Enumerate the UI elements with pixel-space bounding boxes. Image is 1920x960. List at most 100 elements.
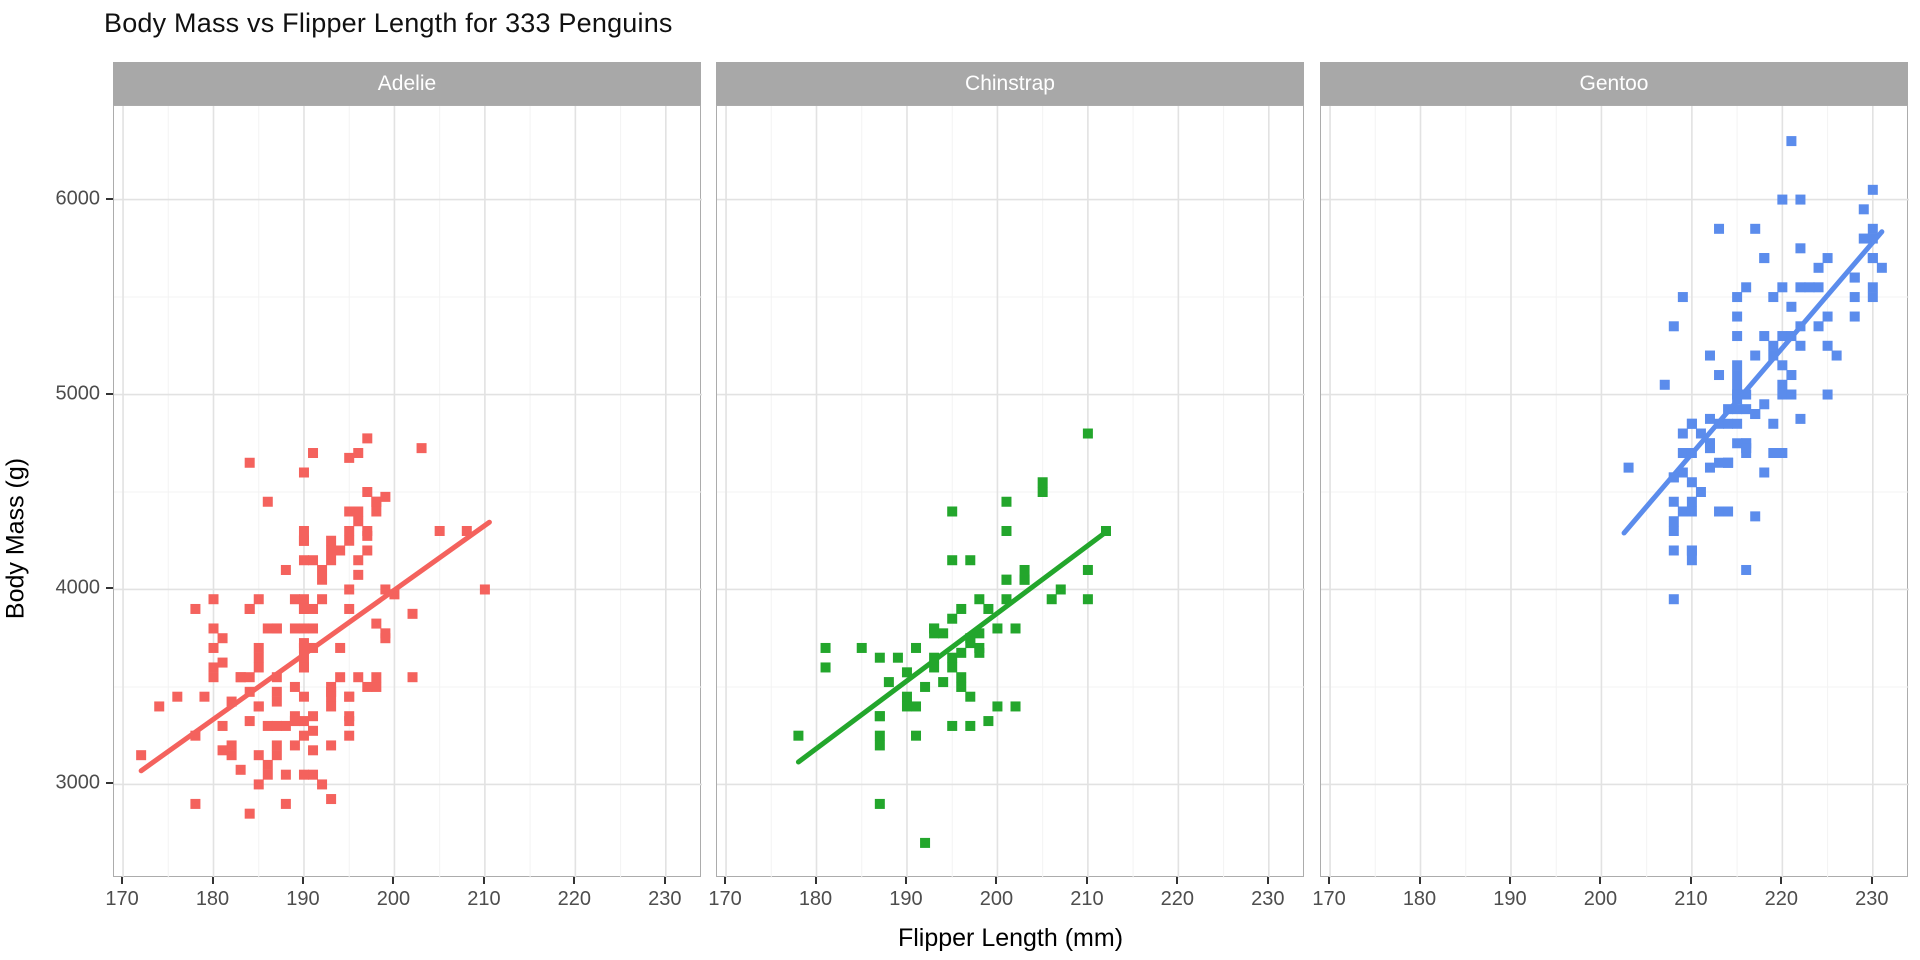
x-tick-label: 180 bbox=[798, 888, 833, 910]
trend-line bbox=[138, 519, 492, 774]
scatter-point bbox=[416, 443, 427, 454]
scatter-point bbox=[380, 628, 391, 639]
scatter-point bbox=[326, 681, 337, 692]
scatter-point bbox=[1822, 340, 1833, 351]
scatter-point bbox=[1732, 418, 1743, 429]
scatter-point bbox=[289, 716, 300, 727]
scatter-point bbox=[226, 740, 237, 751]
scatter-point bbox=[308, 725, 319, 736]
scatter-point bbox=[280, 798, 291, 809]
scatter-point bbox=[262, 623, 273, 634]
scatter-point bbox=[308, 448, 319, 459]
scatter-point bbox=[271, 686, 282, 697]
x-tick-mark bbox=[573, 877, 576, 884]
scatter-point bbox=[344, 452, 355, 463]
x-tick-label: 200 bbox=[1583, 888, 1618, 910]
scatter-point bbox=[1037, 487, 1048, 497]
scatter-point bbox=[317, 594, 328, 605]
x-tick-mark bbox=[904, 877, 907, 884]
x-tick-mark bbox=[1418, 877, 1421, 884]
x-tick-label: 220 bbox=[1764, 888, 1799, 910]
scatter-point bbox=[911, 730, 922, 741]
scatter-point bbox=[235, 672, 246, 683]
scatter-point bbox=[1867, 253, 1878, 264]
x-tick-label: 220 bbox=[1160, 888, 1195, 910]
scatter-point bbox=[1867, 184, 1878, 195]
scatter-point bbox=[1055, 584, 1066, 595]
x-tick-mark bbox=[392, 877, 395, 884]
scatter-point bbox=[434, 525, 445, 536]
x-tick-mark bbox=[1689, 877, 1692, 884]
scatter-point bbox=[1732, 292, 1743, 303]
y-tick-mark bbox=[106, 197, 113, 200]
scatter-point bbox=[308, 603, 319, 614]
x-tick-mark bbox=[211, 877, 214, 884]
scatter-point bbox=[965, 555, 976, 566]
scatter-point bbox=[172, 691, 183, 702]
facet-strip-gentoo: Gentoo bbox=[1320, 62, 1908, 105]
scatter-point bbox=[190, 730, 201, 741]
scatter-point bbox=[892, 652, 903, 663]
scatter-point bbox=[874, 740, 885, 751]
scatter-point bbox=[326, 545, 337, 556]
scatter-point bbox=[371, 618, 382, 629]
scatter-point bbox=[308, 711, 319, 722]
scatter-point bbox=[1677, 428, 1688, 439]
scatter-point bbox=[326, 740, 337, 751]
scatter-point bbox=[901, 701, 912, 712]
page-title: Body Mass vs Flipper Length for 333 Peng… bbox=[104, 8, 673, 38]
scatter-point bbox=[1686, 506, 1697, 517]
facet-panel-chinstrap bbox=[716, 105, 1305, 878]
scatter-point bbox=[253, 750, 264, 761]
scatter-point bbox=[253, 662, 264, 673]
scatter-point bbox=[983, 716, 994, 727]
scatter-point bbox=[289, 681, 300, 692]
scatter-point bbox=[1759, 467, 1770, 478]
scatter-point bbox=[911, 642, 922, 653]
scatter-point bbox=[965, 633, 976, 644]
x-tick-label: 220 bbox=[557, 888, 592, 910]
scatter-point bbox=[1668, 594, 1679, 605]
scatter-point bbox=[1001, 594, 1012, 605]
x-tick-mark bbox=[1870, 877, 1873, 884]
scatter-point bbox=[856, 642, 867, 653]
scatter-point bbox=[154, 701, 165, 712]
scatter-point bbox=[271, 696, 282, 707]
scatter-point bbox=[244, 808, 255, 819]
scatter-point bbox=[874, 730, 885, 741]
scatter-point bbox=[1759, 331, 1770, 342]
scatter-point bbox=[1795, 413, 1806, 424]
scatter-point bbox=[1082, 594, 1093, 605]
scatter-point bbox=[956, 647, 967, 658]
x-tick-label: 200 bbox=[979, 888, 1014, 910]
scatter-point bbox=[1813, 321, 1824, 332]
scatter-point bbox=[1777, 389, 1788, 400]
scatter-point bbox=[271, 623, 282, 634]
scatter-point bbox=[1001, 496, 1012, 507]
x-tick-label: 180 bbox=[195, 888, 230, 910]
scatter-point bbox=[344, 584, 355, 595]
scatter-point bbox=[208, 623, 219, 634]
scatter-point bbox=[244, 672, 255, 683]
y-tick-mark bbox=[106, 782, 113, 785]
x-tick-mark bbox=[1266, 877, 1269, 884]
scatter-point bbox=[208, 662, 219, 673]
facet-strip-chinstrap: Chinstrap bbox=[716, 62, 1304, 105]
x-tick-label: 230 bbox=[648, 888, 682, 910]
scatter-point bbox=[1001, 574, 1012, 585]
scatter-point bbox=[353, 448, 364, 459]
scatter-point bbox=[1732, 331, 1743, 342]
x-axis-gentoo: 170 180 190 200 210 220 230 bbox=[1312, 877, 1908, 917]
scatter-point bbox=[947, 613, 958, 624]
scatter-point bbox=[901, 691, 912, 702]
scatter-point bbox=[929, 628, 940, 639]
scatter-point bbox=[1741, 564, 1752, 575]
scatter-point bbox=[253, 701, 264, 712]
scatter-point bbox=[1768, 418, 1779, 429]
scatter-point bbox=[1849, 272, 1860, 283]
scatter-point bbox=[280, 720, 291, 731]
scatter-point bbox=[1704, 462, 1715, 473]
scatter-point bbox=[253, 642, 264, 653]
x-tick-label: 210 bbox=[1674, 888, 1708, 910]
scatter-point bbox=[298, 555, 309, 566]
